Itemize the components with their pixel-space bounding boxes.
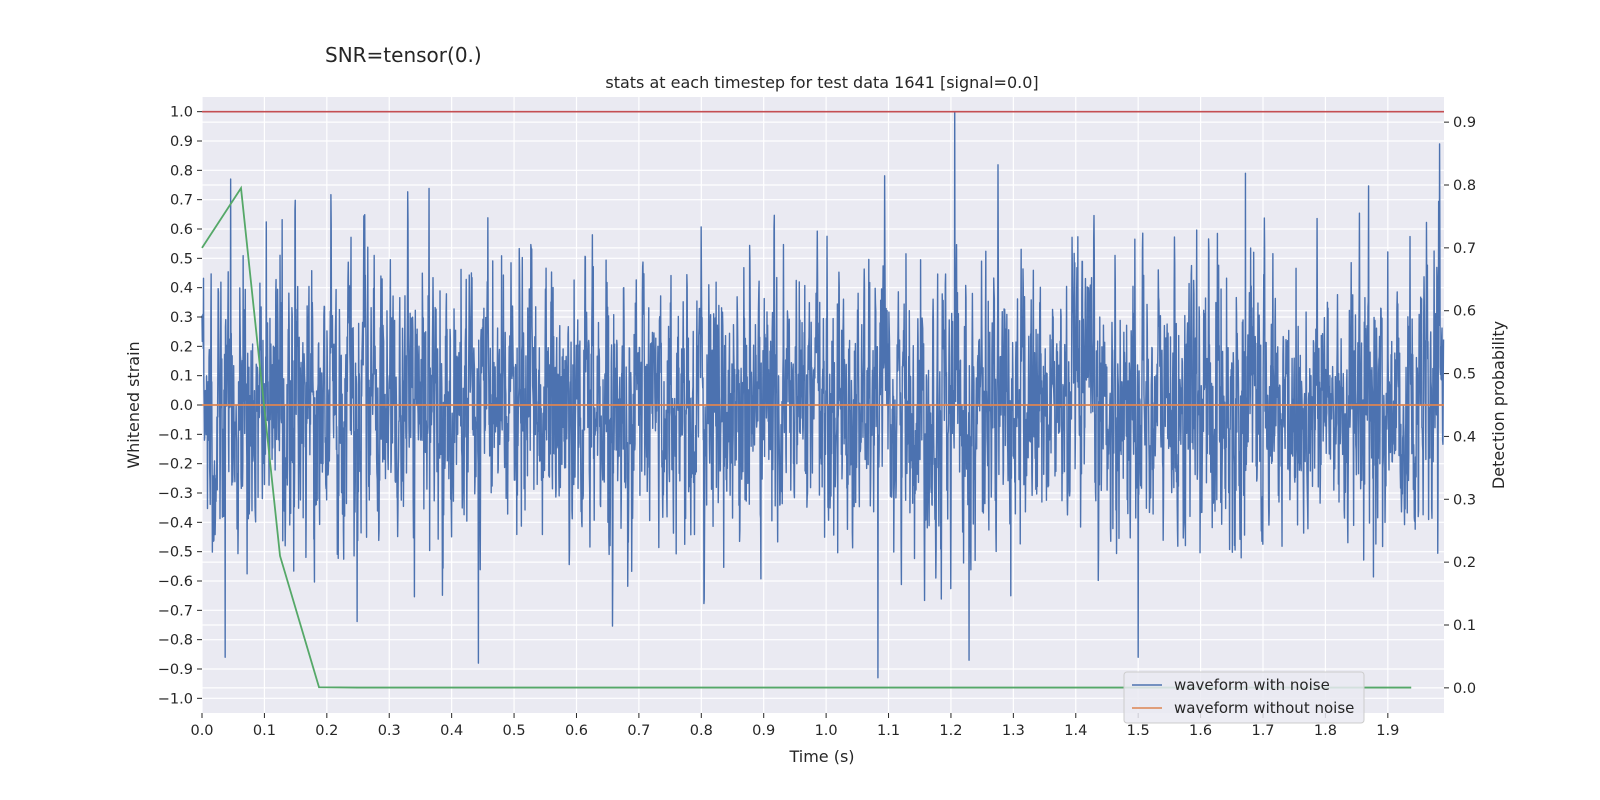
x-axis-label: Time (s) bbox=[788, 747, 854, 766]
x-tick-label-2: 0.2 bbox=[315, 723, 338, 739]
chart-title: stats at each timestep for test data 164… bbox=[605, 73, 1038, 92]
x-tick-label-7: 0.7 bbox=[627, 723, 650, 739]
x-tick-label-15: 1.5 bbox=[1127, 723, 1150, 739]
y-right-tick-label-5: 0.4 bbox=[1453, 429, 1476, 445]
y-ticks-left: 1.0 0.9 0.8 0.7 0.6 0.5 0.4 0.3 0.2 0.1 0.0 −0.1 −0.… bbox=[158, 105, 202, 707]
legend: waveform with noise waveform without noi… bbox=[1123, 671, 1365, 724]
y-right-tick-label-8: 0.1 bbox=[1453, 618, 1476, 634]
x-tick-label-10: 1.0 bbox=[815, 723, 838, 739]
y-right-tick-label-6: 0.3 bbox=[1453, 492, 1476, 508]
y-left-tick-label-11: −0.1 bbox=[158, 427, 193, 443]
y-left-tick-label-7: 0.3 bbox=[170, 310, 193, 326]
y-left-tick-label-2: 0.8 bbox=[170, 163, 193, 179]
x-tick-label-14: 1.4 bbox=[1064, 723, 1087, 739]
y-left-tick-label-5: 0.5 bbox=[170, 251, 193, 267]
y-left-tick-label-6: 0.4 bbox=[170, 281, 193, 297]
x-tick-label-19: 1.9 bbox=[1376, 723, 1399, 739]
y-left-tick-label-15: −0.5 bbox=[158, 545, 193, 561]
y-axis-label-right: Detection probability bbox=[1489, 321, 1508, 489]
y-left-tick-label-3: 0.7 bbox=[170, 193, 193, 209]
legend-label-with-noise: waveform with noise bbox=[1174, 676, 1330, 694]
y-left-tick-label-16: −0.6 bbox=[158, 574, 193, 590]
x-tick-label-5: 0.5 bbox=[503, 723, 526, 739]
y-axis-label-left: Whitened strain bbox=[124, 341, 143, 468]
y-ticks-right: 0.9 0.8 0.7 0.6 0.5 0.4 0.3 0.2 0.1 0.0 bbox=[1444, 115, 1476, 697]
y-left-tick-label-4: 0.6 bbox=[170, 222, 193, 238]
x-tick-label-1: 0.1 bbox=[253, 723, 276, 739]
x-ticks: 0.0 0.1 0.2 0.3 0.4 0.5 0.6 0.7 0.8 0.9 1.0 1.1 1.2 1… bbox=[190, 713, 1399, 739]
y-right-tick-label-9: 0.0 bbox=[1453, 681, 1476, 697]
legend-box bbox=[1123, 671, 1365, 724]
y-left-tick-label-20: −1.0 bbox=[158, 691, 193, 707]
x-tick-label-12: 1.2 bbox=[939, 723, 962, 739]
y-left-tick-label-1: 0.9 bbox=[170, 134, 193, 150]
y-left-tick-label-12: −0.2 bbox=[158, 457, 193, 473]
x-tick-label-9: 0.9 bbox=[752, 723, 775, 739]
y-right-tick-label-2: 0.7 bbox=[1453, 241, 1476, 257]
y-left-tick-label-18: −0.8 bbox=[158, 633, 193, 649]
x-tick-label-8: 0.8 bbox=[690, 723, 713, 739]
x-tick-label-18: 1.8 bbox=[1314, 723, 1337, 739]
y-left-tick-label-14: −0.4 bbox=[158, 515, 193, 531]
y-left-tick-label-19: −0.9 bbox=[158, 662, 193, 678]
suptitle: SNR=tensor(0.) bbox=[325, 43, 482, 67]
y-left-tick-label-17: −0.7 bbox=[158, 603, 193, 619]
x-tick-label-0: 0.0 bbox=[190, 723, 213, 739]
y-right-tick-label-7: 0.2 bbox=[1453, 555, 1476, 571]
x-tick-label-13: 1.3 bbox=[1002, 723, 1025, 739]
y-right-tick-label-3: 0.6 bbox=[1453, 304, 1476, 320]
x-tick-label-4: 0.4 bbox=[440, 723, 463, 739]
y-left-tick-label-10: 0.0 bbox=[170, 398, 193, 414]
y-right-tick-label-0: 0.9 bbox=[1453, 115, 1476, 131]
y-left-tick-label-8: 0.2 bbox=[170, 339, 193, 355]
y-left-tick-label-0: 1.0 bbox=[170, 105, 193, 121]
y-left-tick-label-13: −0.3 bbox=[158, 486, 193, 502]
x-tick-label-3: 0.3 bbox=[378, 723, 401, 739]
y-right-tick-label-4: 0.5 bbox=[1453, 367, 1476, 383]
x-tick-label-16: 1.6 bbox=[1189, 723, 1212, 739]
series-waveform-with-noise bbox=[201, 110, 1445, 679]
y-right-tick-label-1: 0.8 bbox=[1453, 178, 1476, 194]
y-left-tick-label-9: 0.1 bbox=[170, 369, 193, 385]
legend-label-without-noise: waveform without noise bbox=[1174, 699, 1354, 717]
x-tick-label-11: 1.1 bbox=[877, 723, 900, 739]
x-tick-label-6: 0.6 bbox=[565, 723, 588, 739]
x-tick-label-17: 1.7 bbox=[1251, 723, 1274, 739]
